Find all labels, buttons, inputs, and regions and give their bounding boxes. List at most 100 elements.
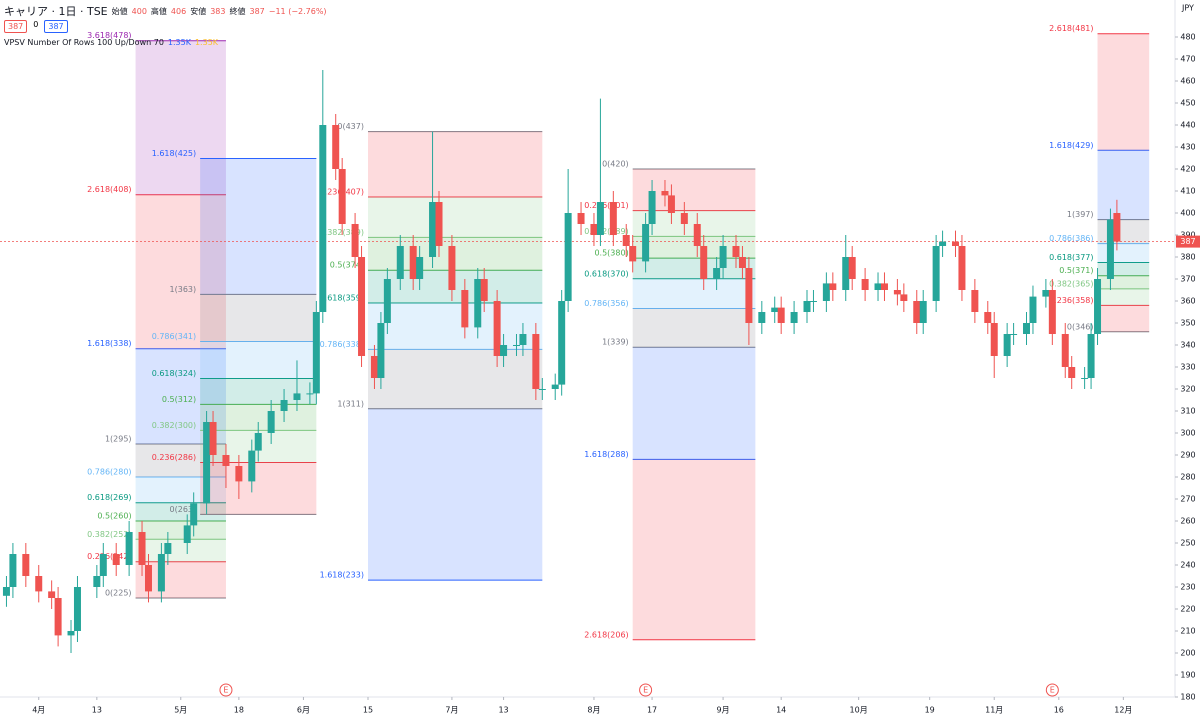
ask-badge[interactable]: 387	[44, 20, 68, 33]
currency-label: JPY	[1181, 4, 1194, 13]
y-tick-label: 360	[1180, 297, 1195, 306]
candle-body	[661, 191, 669, 196]
candle-body	[861, 279, 869, 290]
fib-band	[367, 349, 543, 409]
candle-body	[493, 301, 501, 356]
candle-body	[377, 323, 385, 378]
x-tick-label: 10月	[850, 706, 868, 715]
candle-body	[893, 290, 901, 295]
candle-body	[416, 257, 424, 279]
candle-body	[203, 422, 211, 504]
candle-body	[848, 257, 856, 279]
earnings-marker	[219, 683, 233, 697]
candle-body	[693, 224, 701, 246]
earnings-label: E	[643, 686, 648, 695]
candle-body	[1003, 334, 1011, 356]
fib-band	[200, 158, 317, 295]
fib-band	[200, 294, 317, 342]
fib-label: 1(311)	[337, 399, 364, 408]
fib-band	[632, 258, 756, 279]
candle-body	[803, 301, 811, 312]
candle-body	[642, 224, 650, 262]
candle-body	[1029, 296, 1037, 323]
candle-body	[532, 334, 540, 389]
candle-body	[383, 279, 391, 323]
candle-body	[771, 307, 779, 312]
candle-body	[429, 202, 437, 257]
x-tick-label: 12月	[1114, 706, 1132, 715]
fib-label: 0.236(358)	[1049, 296, 1093, 305]
y-tick-label: 210	[1180, 627, 1195, 636]
candle-body	[1087, 334, 1095, 378]
candle-body	[519, 334, 527, 345]
candle-body	[144, 565, 152, 592]
candle-body	[183, 525, 191, 543]
candle-body	[319, 125, 327, 312]
y-tick-label: 330	[1180, 363, 1195, 372]
fib-band	[1097, 219, 1150, 244]
candle-body	[738, 257, 746, 268]
fib-label: 2.618(206)	[584, 630, 628, 639]
candle-body	[719, 246, 727, 268]
candle-body	[222, 455, 230, 466]
candle-body	[306, 393, 314, 395]
fib-label: 0.786(280)	[87, 468, 131, 477]
fib-label: 3.618(478)	[87, 31, 131, 40]
candle-body	[958, 246, 966, 290]
candle-body	[93, 576, 101, 587]
fib-band	[1097, 275, 1150, 289]
open-value: 400	[131, 6, 147, 16]
candle-body	[9, 554, 17, 587]
candle-body	[932, 246, 940, 301]
symbol-title[interactable]: キャリア · 1日 · TSE	[4, 5, 108, 18]
fib-label: 0.5(260)	[97, 512, 131, 521]
candle-body	[254, 433, 262, 451]
y-tick-label: 460	[1180, 77, 1195, 86]
fib-label: 0.618(370)	[584, 269, 628, 278]
candle-body	[396, 246, 404, 279]
y-tick-label: 220	[1180, 605, 1195, 614]
earnings-marker	[639, 683, 653, 697]
candle-body	[913, 301, 921, 323]
candle-body	[1081, 378, 1089, 379]
candle-body	[67, 631, 75, 636]
candle-body	[512, 345, 520, 346]
price-tag	[1176, 235, 1200, 248]
fib-label: 0(225)	[105, 589, 132, 598]
fib-label: 0(263)	[170, 505, 197, 514]
fib-band	[200, 462, 317, 515]
fib-label: 0.382(252)	[87, 530, 131, 539]
y-tick-label: 340	[1180, 341, 1195, 350]
y-tick-label: 290	[1180, 451, 1195, 460]
fib-label: 2.618(481)	[1049, 24, 1093, 33]
fib-band	[1097, 33, 1150, 151]
candle-body	[1106, 219, 1114, 279]
open-label: 始値	[111, 6, 128, 16]
x-tick-label: 16	[1054, 706, 1064, 715]
candle-body	[609, 202, 617, 235]
x-tick-label: 8月	[587, 706, 600, 715]
fib-band	[135, 502, 226, 521]
fib-band	[135, 477, 226, 503]
x-tick-label: 19	[925, 706, 935, 715]
candle-body	[54, 598, 62, 636]
indicator-name[interactable]: VPSV Number Of Rows 100 Up/Down 70	[4, 38, 164, 47]
candle-body	[971, 290, 979, 312]
candle-body	[209, 422, 217, 455]
candle-body	[332, 125, 340, 169]
x-tick-label: 17	[647, 706, 657, 715]
candle-body	[984, 312, 992, 323]
y-tick-label: 230	[1180, 583, 1195, 592]
fib-label: 1.618(429)	[1049, 141, 1093, 150]
candle-body	[267, 411, 275, 433]
fib-label: 0.5(371)	[1059, 266, 1093, 275]
y-tick-label: 280	[1180, 473, 1195, 482]
candle-body	[842, 257, 850, 290]
high-label: 高値	[150, 6, 167, 16]
candle-body	[1061, 334, 1069, 367]
fib-band	[135, 521, 226, 540]
y-tick-label: 470	[1180, 55, 1195, 64]
fib-label: 0(437)	[337, 122, 364, 131]
bid-badge[interactable]: 387	[4, 20, 28, 33]
